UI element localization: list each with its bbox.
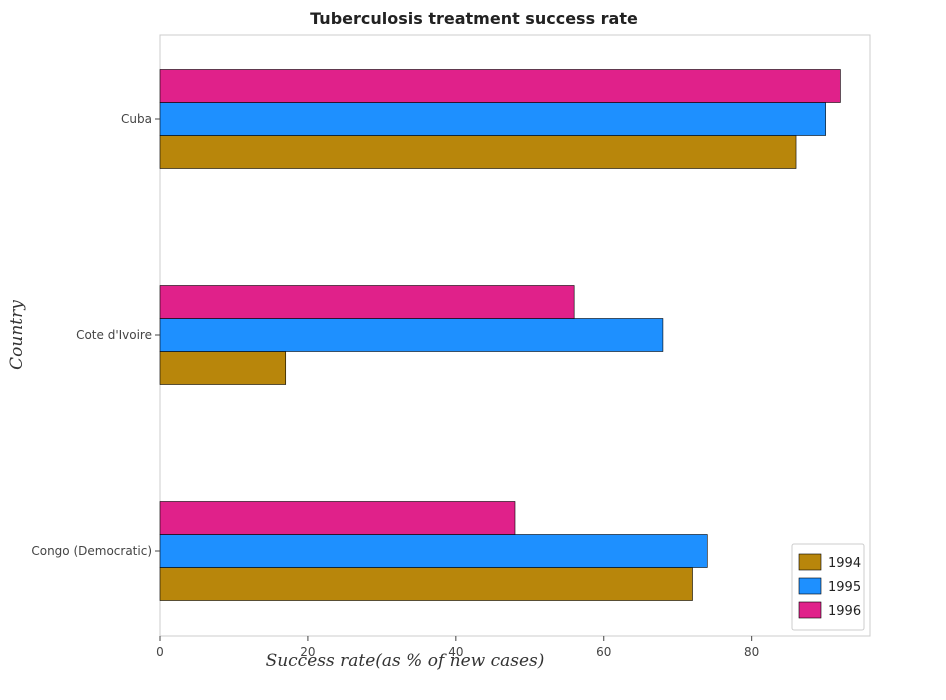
- y-tick-label: Cote d'Ivoire: [76, 328, 152, 342]
- bar-congo-democratic--1996: [159, 501, 516, 535]
- y-tick-label: Congo (Democratic): [31, 544, 152, 558]
- bar-congo-democratic--1995: [159, 534, 708, 568]
- bar-cuba-1995: [159, 102, 826, 136]
- x-tick-label: 0: [156, 645, 164, 659]
- legend-label-1995: 1995: [828, 580, 861, 595]
- bar-cuba-1996: [159, 69, 841, 103]
- y-ticks-layer: Congo (Democratic) Cote d'Ivoire Cuba: [31, 112, 160, 558]
- chart-title: Tuberculosis treatment success rate: [310, 9, 638, 28]
- bar-congo-democratic--1994: [159, 567, 693, 601]
- x-tick-label: 80: [744, 645, 759, 659]
- x-axis-label: Success rate(as % of new cases): [266, 651, 545, 671]
- legend-swatch-1994: [798, 553, 822, 571]
- legend: 1994 1995 1996: [791, 543, 865, 631]
- bars-layer: [159, 69, 841, 601]
- bar-cote-d-ivoire-1996: [159, 285, 575, 319]
- legend-swatch-1996: [798, 601, 822, 619]
- bar-cuba-1994: [159, 135, 797, 169]
- legend-label-1994: 1994: [828, 556, 861, 571]
- x-tick-label: 40: [448, 645, 463, 659]
- bar-cote-d-ivoire-1995: [159, 318, 664, 352]
- y-axis-label: Country: [7, 300, 27, 370]
- y-tick-label: Cuba: [121, 112, 152, 126]
- bar-cote-d-ivoire-1994: [159, 351, 287, 385]
- x-ticks-layer: 0 20 40 60 80: [156, 636, 759, 659]
- legend-swatch-1995: [798, 577, 822, 595]
- legend-label-1996: 1996: [828, 604, 861, 619]
- x-tick-label: 60: [596, 645, 611, 659]
- x-tick-label: 20: [300, 645, 315, 659]
